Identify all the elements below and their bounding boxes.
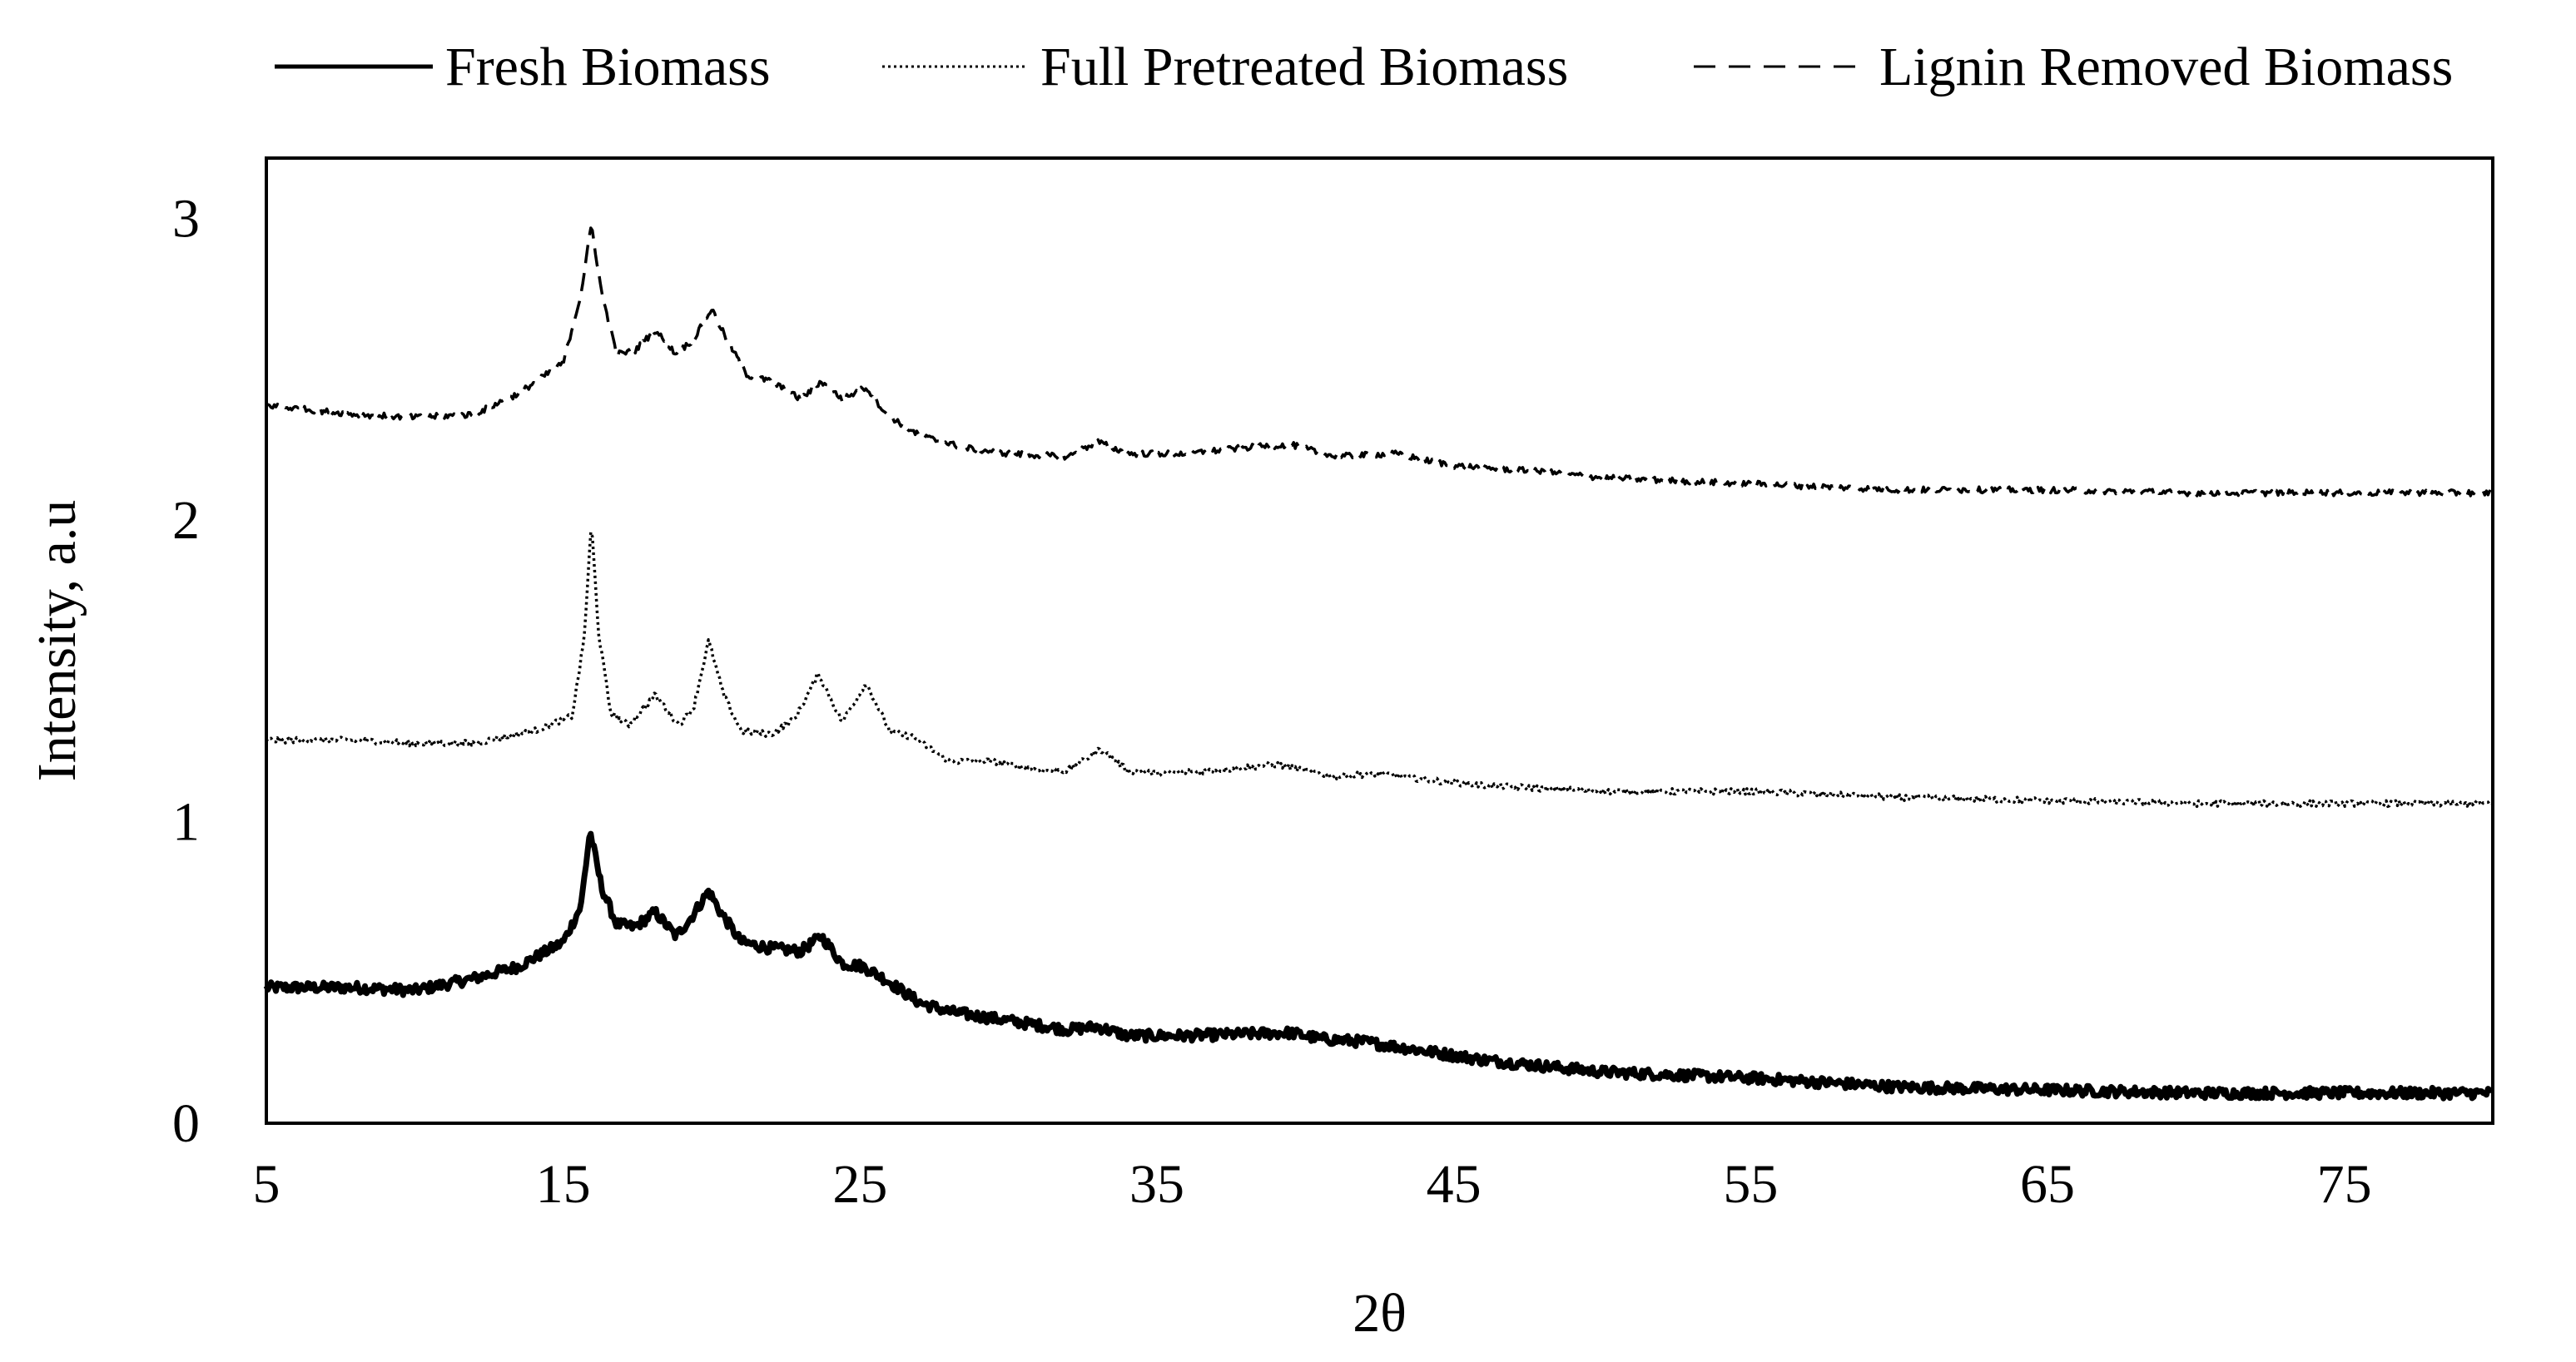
legend-item-lignin-removed-biomass: Lignin Removed Biomass (1694, 37, 2453, 97)
y-tick-label: 0 (172, 1093, 200, 1154)
legend-label-fresh-biomass: Fresh Biomass (445, 37, 771, 97)
series-line-full-pretreated-biomass (265, 530, 2494, 809)
plot-area-frame (265, 156, 2494, 1125)
y-tick-label: 3 (172, 189, 200, 250)
y-tick-label: 1 (172, 792, 200, 853)
y-tick-label: 2 (172, 490, 200, 551)
legend-item-fresh-biomass: Fresh Biomass (275, 37, 771, 97)
x-tick-label: 25 (832, 1154, 887, 1215)
series-layer (263, 226, 2494, 1102)
legend-item-full-pretreated-biomass: Full Pretreated Biomass (882, 37, 1568, 97)
x-tick-label: 35 (1129, 1154, 1184, 1215)
legend-label-full-pretreated-biomass: Full Pretreated Biomass (1040, 37, 1568, 97)
x-tick-label: 15 (536, 1154, 591, 1215)
x-axis-ticks: 5 15 25 35 45 55 65 75 (253, 1154, 2372, 1215)
x-tick-label: 55 (1723, 1154, 1778, 1215)
series-line-lignin-removed-biomass (266, 226, 2494, 498)
legend-label-lignin-removed-biomass: Lignin Removed Biomass (1879, 37, 2453, 97)
x-tick-label: 75 (2317, 1154, 2372, 1215)
series-fresh-biomass (263, 830, 2494, 1102)
y-axis-ticks: 0 1 2 3 (172, 189, 200, 1155)
x-tick-label: 5 (253, 1154, 280, 1215)
x-tick-label: 45 (1427, 1154, 1482, 1215)
series-full-pretreated-biomass (265, 530, 2494, 809)
series-lignin-removed-biomass (266, 226, 2494, 498)
x-axis-title: 2θ (1353, 1283, 1407, 1344)
y-axis-title: Intensity, a.u (27, 500, 87, 781)
x-tick-label: 65 (2020, 1154, 2075, 1215)
series-line-fresh-biomass (263, 830, 2494, 1102)
legend: Fresh Biomass Full Pretreated Biomass Lign… (275, 37, 2453, 97)
